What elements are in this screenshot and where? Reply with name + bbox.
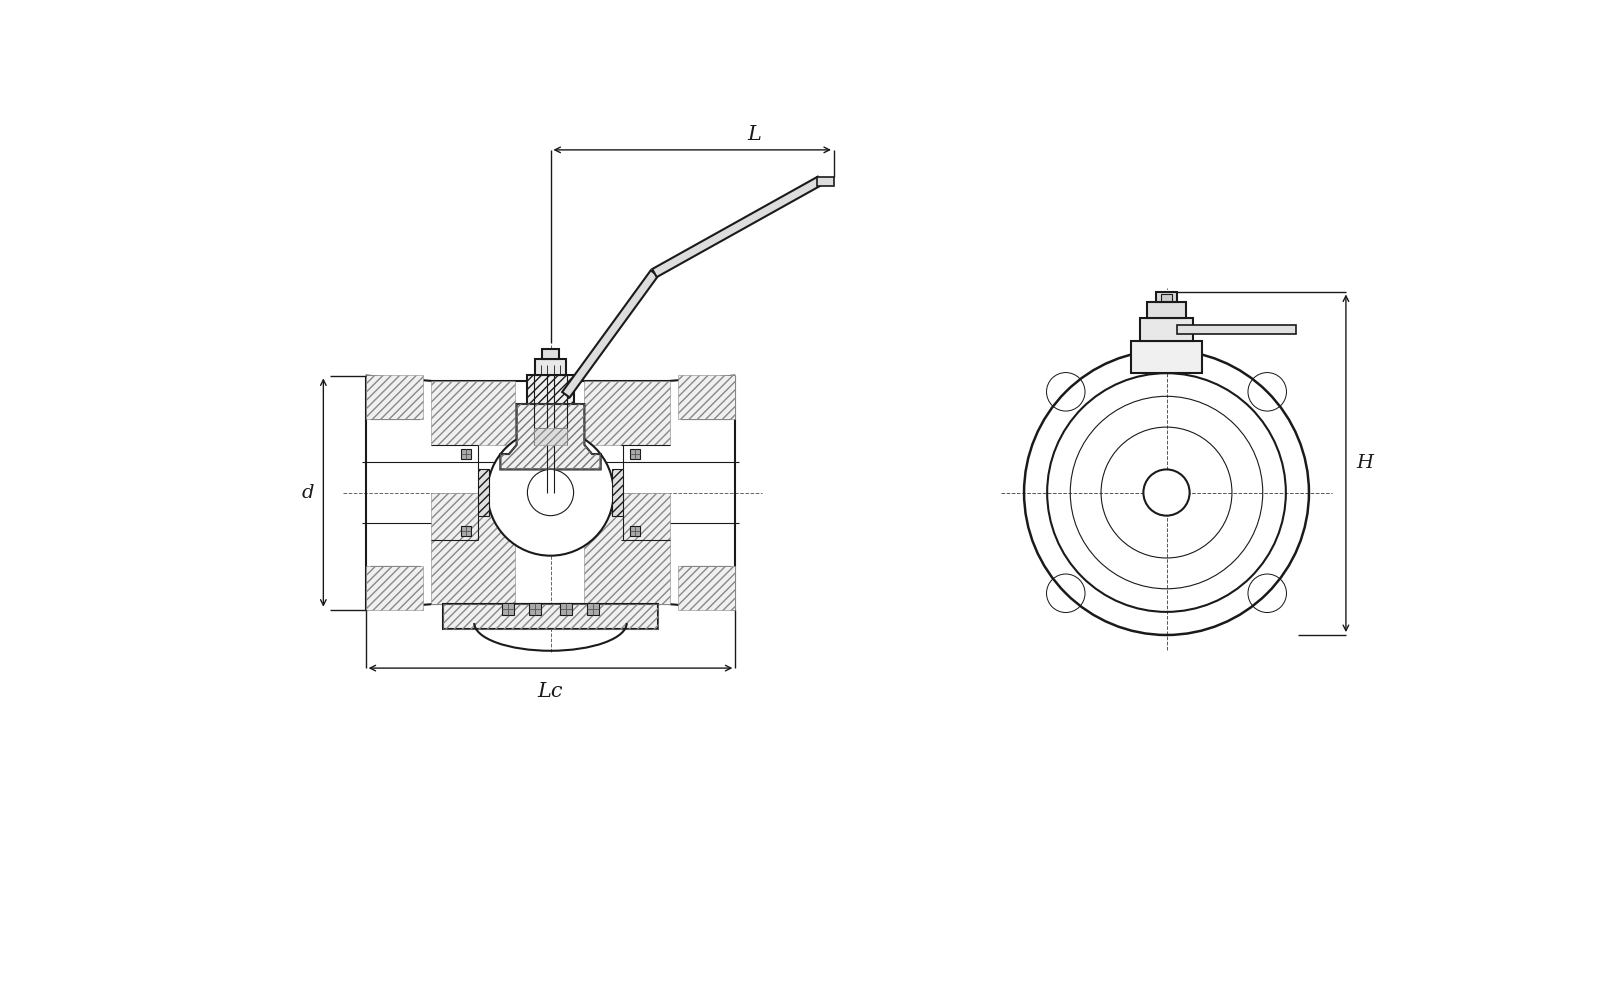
Bar [1162,294,1171,301]
Bar [502,602,514,615]
Bar [630,527,640,536]
Bar [584,493,670,604]
Bar [443,604,658,629]
Bar [677,376,736,419]
Bar [530,602,541,615]
Text: d: d [302,483,314,502]
Bar [584,381,670,445]
Bar [1157,292,1176,303]
Bar [366,376,424,419]
Polygon shape [653,176,822,277]
Bar [461,449,470,459]
Bar [430,381,515,445]
Bar [677,566,736,609]
Text: L: L [747,125,760,145]
Polygon shape [501,404,600,469]
Bar [478,469,490,516]
Text: H: H [1357,455,1374,472]
Circle shape [1144,469,1189,516]
Bar [443,604,658,629]
Bar [613,469,622,516]
Bar [430,493,515,604]
Bar [560,602,573,615]
Circle shape [488,429,614,556]
Bar [366,566,424,609]
Bar [542,349,558,359]
Polygon shape [562,270,658,397]
Bar [1139,317,1194,341]
Bar [526,375,574,404]
Circle shape [528,469,574,516]
Bar [818,176,834,186]
Bar [587,602,598,615]
Bar [1131,341,1202,373]
Bar [534,359,566,375]
Bar [461,527,470,536]
Bar [1176,325,1296,334]
Bar [533,428,568,445]
Bar [630,449,640,459]
Bar [1147,303,1186,317]
Text: Lc: Lc [538,682,563,701]
